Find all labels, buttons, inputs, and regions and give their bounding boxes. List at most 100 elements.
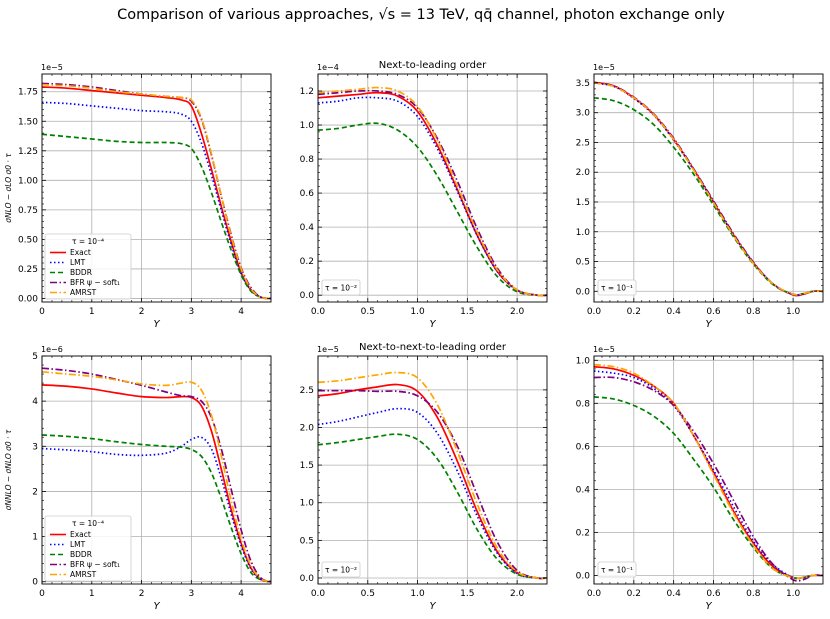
subplot-r0c2: 0.0 0.2 0.4 0.6 0.8 1.0 0.0 0.5 1.0 1.5 2.0 2.5 3.0 3…: [576, 63, 824, 330]
x-axis-label: Y: [705, 319, 712, 330]
legend-label: Exact: [70, 530, 91, 539]
subplot-r0c1: 0.0 0.5 1.0 1.5 2.0 0.0 0.2 0.4 0.6 0.8 1.0 1.2 1e−4…: [300, 60, 548, 330]
x-axis: 0 1 2 3 4: [39, 356, 244, 599]
legend-box: [597, 279, 637, 296]
legend-label: AMRST: [70, 288, 97, 297]
y-tick-label: 0.4: [300, 223, 315, 233]
x-tick-label: 0.0: [587, 589, 602, 599]
legend-box: [321, 279, 361, 296]
axes-frame: [593, 73, 824, 303]
x-tick-label: 1.0: [786, 307, 801, 317]
series-line-amrst: [318, 86, 547, 297]
y-axis: 0.00 0.25 0.50 0.75 1.00 1.25 1.50 1.75: [18, 88, 271, 304]
figure-suptitle: Comparison of various approaches, √s = 1…: [117, 7, 725, 23]
y-tick-label: 0.0: [576, 571, 591, 581]
y-tick-label: 1.00: [18, 176, 38, 186]
series-line-bfr-soft-: [594, 376, 823, 582]
series-line-amrst: [318, 371, 547, 580]
y-tick-label: 0.0: [300, 291, 315, 301]
y-tick-label: 1.5: [300, 461, 314, 471]
axes-frame: [41, 355, 272, 585]
axes-frame: [317, 355, 548, 585]
legend-title: τ = 10⁻⁴: [72, 519, 104, 528]
legend: τ = 10⁻¹: [597, 561, 637, 578]
series-lines: [594, 81, 823, 297]
y-tick-label: 1: [32, 533, 38, 543]
series-line-bfr-soft-: [318, 389, 547, 580]
legend-box: [44, 233, 132, 300]
y-axis: 0 1 2 3 4 5: [32, 352, 271, 588]
x-tick-label: 1.0: [410, 589, 425, 599]
axis-multiplier: 1e−5: [593, 345, 615, 354]
legend-label: BFR ψ − soft₁: [70, 278, 120, 287]
y-tick-label: 0.2: [300, 257, 314, 267]
y-tick-label: 0.0: [300, 574, 315, 584]
x-tick-label: 0: [39, 589, 45, 599]
x-axis-label: Y: [153, 319, 160, 330]
x-tick-label: 2.0: [510, 589, 525, 599]
legend-label: BFR ψ − soft₁: [70, 560, 120, 569]
series-lines: [594, 363, 823, 582]
series-line-bfr-soft-: [42, 367, 271, 583]
series-lines: [42, 82, 271, 300]
y-tick-label: 2.0: [576, 168, 591, 178]
legend: τ = 10⁻¹: [597, 279, 637, 296]
x-tick-label: 0.6: [706, 307, 721, 317]
legend: τ = 10⁻²: [321, 279, 361, 296]
legend-label: LMT: [70, 258, 86, 267]
y-tick-label: 0.8: [300, 155, 315, 165]
axes-frame: [593, 355, 824, 585]
x-tick-label: 3: [188, 307, 194, 317]
y-tick-label: 1.0: [300, 499, 315, 509]
legend-title: τ = 10⁻¹: [601, 284, 633, 293]
legend-label: Exact: [70, 248, 91, 257]
y-axis: 0.0 0.5 1.0 1.5 2.0 2.5 3.0 3.5: [576, 79, 823, 297]
x-tick-label: 0.5: [361, 589, 375, 599]
y-tick-label: 0.75: [18, 206, 38, 216]
x-tick-label: 1.0: [410, 307, 425, 317]
legend: τ = 10⁻²: [321, 561, 361, 578]
y-tick-label: 0.5: [300, 536, 314, 546]
legend-title: τ = 10⁻²: [325, 566, 357, 575]
axis-multiplier: 1e−4: [317, 63, 339, 72]
x-axis: 0.0 0.2 0.4 0.6 0.8 1.0: [587, 74, 801, 317]
legend-title: τ = 10⁻⁴: [72, 237, 104, 246]
x-tick-label: 0.6: [706, 589, 721, 599]
y-tick-label: 0.8: [576, 399, 591, 409]
legend-label: BDDR: [70, 268, 92, 277]
x-axis: 0.0 0.5 1.0 1.5 2.0: [311, 356, 525, 599]
x-tick-label: 0.0: [311, 589, 326, 599]
legend-box: [44, 515, 132, 582]
y-tick-label: 1.0: [300, 121, 315, 131]
y-tick-label: 2.5: [300, 386, 314, 396]
y-tick-label: 0.0: [576, 287, 591, 297]
axis-multiplier: 1e−5: [41, 63, 63, 72]
axis-multiplier: 1e−5: [593, 63, 615, 72]
series-line-bddr: [318, 122, 547, 297]
y-tick-label: 0.6: [300, 189, 315, 199]
axis-multiplier: 1e−5: [317, 345, 339, 354]
y-tick-label: 1.2: [300, 87, 314, 97]
legend-box: [321, 561, 361, 578]
subplot-title: Next-to-leading order: [379, 60, 487, 71]
subplots-grid: 0 1 2 3 40.000.250.500.751.001.251.501.751e−…: [4, 60, 824, 612]
x-tick-label: 1: [89, 589, 95, 599]
legend-title: τ = 10⁻²: [325, 284, 357, 293]
x-tick-label: 2: [139, 589, 145, 599]
x-tick-label: 0.2: [627, 307, 641, 317]
series-line-bddr: [594, 96, 823, 296]
y-tick-label: 1.5: [576, 198, 590, 208]
series-lines: [42, 367, 271, 583]
series-line-lmt: [318, 407, 547, 580]
y-axis: 0.0 0.5 1.0 1.5 2.0 2.5: [300, 386, 547, 584]
y-tick-label: 3.5: [576, 79, 590, 89]
y-tick-label: 0.4: [576, 485, 591, 495]
x-axis-label: Y: [429, 319, 436, 330]
y-tick-label: 1.75: [18, 88, 38, 98]
series-line-bddr: [42, 434, 271, 583]
series-line-lmt: [318, 96, 547, 297]
